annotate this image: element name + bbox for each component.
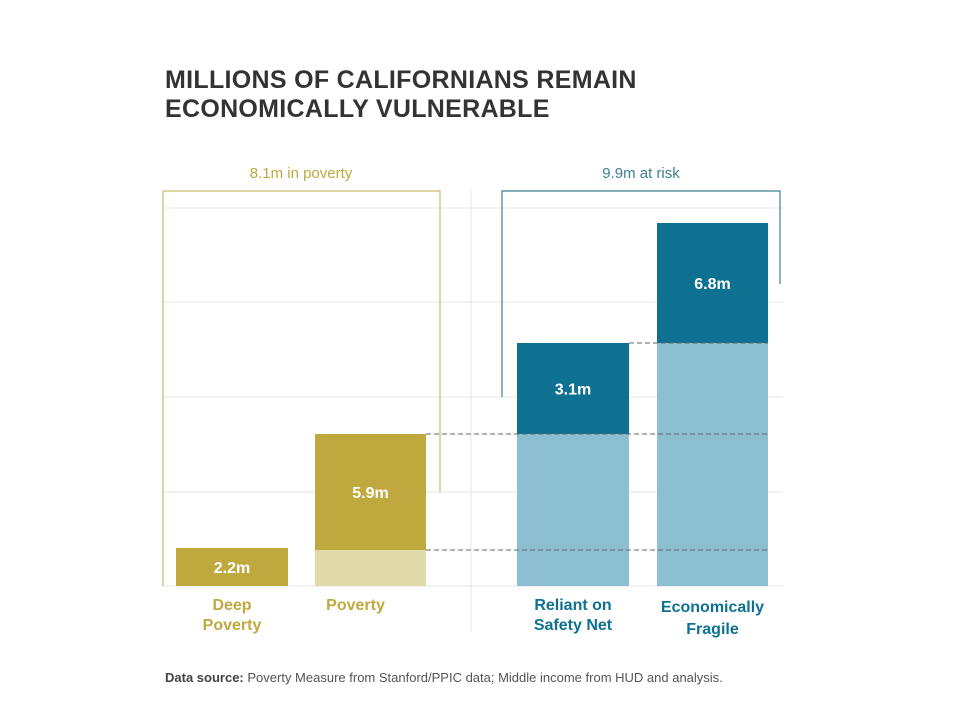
bar-segment-2	[517, 343, 629, 434]
category-label-2-1: Safety Net	[534, 617, 613, 634]
source-text: Poverty Measure from Stanford/PPIC data;…	[247, 670, 723, 685]
data-source: Data source: Poverty Measure from Stanfo…	[165, 670, 723, 685]
title-line-1: MILLIONS OF CALIFORNIANS REMAIN	[165, 66, 637, 94]
bar-segment-1	[315, 434, 426, 550]
bar-base-2	[517, 434, 629, 586]
group-label-poverty: 8.1m in poverty	[250, 165, 353, 182]
title-line-2: ECONOMICALLY VULNERABLE	[165, 95, 550, 123]
bar-value-label-1: 5.9m	[352, 485, 388, 502]
source-label: Data source:	[165, 670, 244, 685]
bar-value-label-2: 3.1m	[555, 382, 591, 399]
category-label-3-0: Economically	[661, 599, 764, 616]
bracket-risk	[501, 190, 781, 397]
bar-value-label-0: 2.2m	[214, 560, 250, 577]
chart-title: MILLIONS OF CALIFORNIANS REMAIN ECONOMIC…	[165, 66, 637, 124]
category-label-3-1: Fragile	[686, 621, 739, 638]
bar-segment-0	[176, 548, 288, 586]
category-label-2-0: Reliant on	[534, 597, 611, 614]
group-label-risk: 9.9m at risk	[602, 165, 680, 182]
category-label-1-0: Poverty	[326, 597, 385, 614]
bracket-poverty	[162, 190, 441, 586]
bar-base-1	[315, 550, 426, 586]
category-label-0-1: Poverty	[203, 617, 262, 634]
bar-segment-3	[657, 223, 768, 343]
category-label-0-0: Deep	[212, 597, 251, 614]
bar-base-3	[657, 343, 768, 586]
bar-value-label-3: 6.8m	[694, 276, 730, 293]
